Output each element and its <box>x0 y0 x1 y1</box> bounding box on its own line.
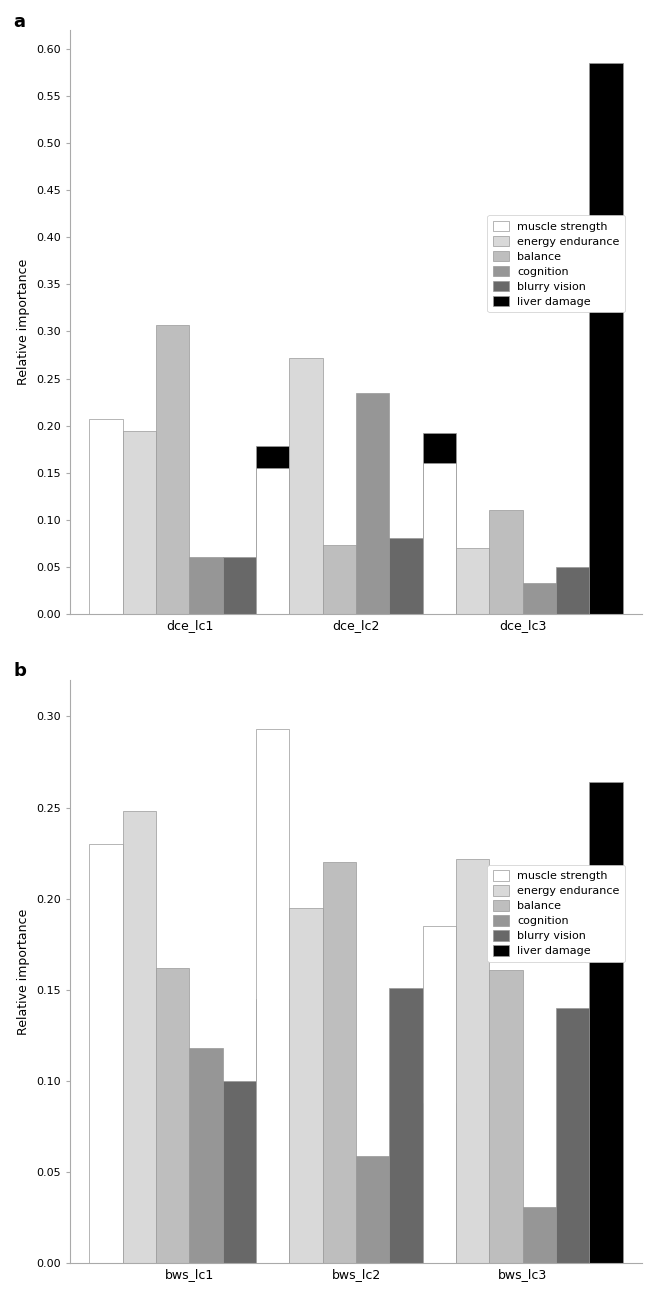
Text: b: b <box>13 662 26 680</box>
Bar <box>523 583 556 614</box>
Bar <box>189 557 223 614</box>
Bar <box>256 467 289 614</box>
Bar <box>423 463 456 614</box>
Bar <box>223 1081 256 1263</box>
Bar <box>556 567 589 614</box>
Bar <box>456 548 490 614</box>
Bar <box>356 1157 389 1263</box>
Bar <box>556 1009 589 1263</box>
Bar <box>523 1207 556 1263</box>
Bar <box>589 64 623 614</box>
Bar <box>289 358 323 614</box>
Bar <box>123 431 156 614</box>
Bar <box>323 862 356 1263</box>
Bar <box>256 729 289 1263</box>
Bar <box>256 999 289 1263</box>
Bar <box>490 510 523 614</box>
Y-axis label: Relative importance: Relative importance <box>16 909 30 1035</box>
Bar <box>123 811 156 1263</box>
Bar <box>223 557 256 614</box>
Bar <box>256 447 289 614</box>
Bar <box>356 392 389 614</box>
Bar <box>323 545 356 614</box>
Bar <box>90 419 123 614</box>
Bar <box>389 539 423 614</box>
Text: a: a <box>13 13 25 31</box>
Y-axis label: Relative importance: Relative importance <box>16 258 30 386</box>
Bar <box>456 859 490 1263</box>
Bar <box>156 968 189 1263</box>
Bar <box>490 970 523 1263</box>
Bar <box>156 324 189 614</box>
Bar <box>423 1103 456 1263</box>
Bar <box>423 434 456 614</box>
Bar <box>589 783 623 1263</box>
Bar <box>189 1049 223 1263</box>
Legend: muscle strength, energy endurance, balance, cognition, blurry vision, liver dama: muscle strength, energy endurance, balan… <box>488 215 625 313</box>
Bar <box>389 988 423 1263</box>
Bar <box>289 907 323 1263</box>
Legend: muscle strength, energy endurance, balance, cognition, blurry vision, liver dama: muscle strength, energy endurance, balan… <box>488 864 625 962</box>
Bar <box>423 927 456 1263</box>
Bar <box>90 844 123 1263</box>
